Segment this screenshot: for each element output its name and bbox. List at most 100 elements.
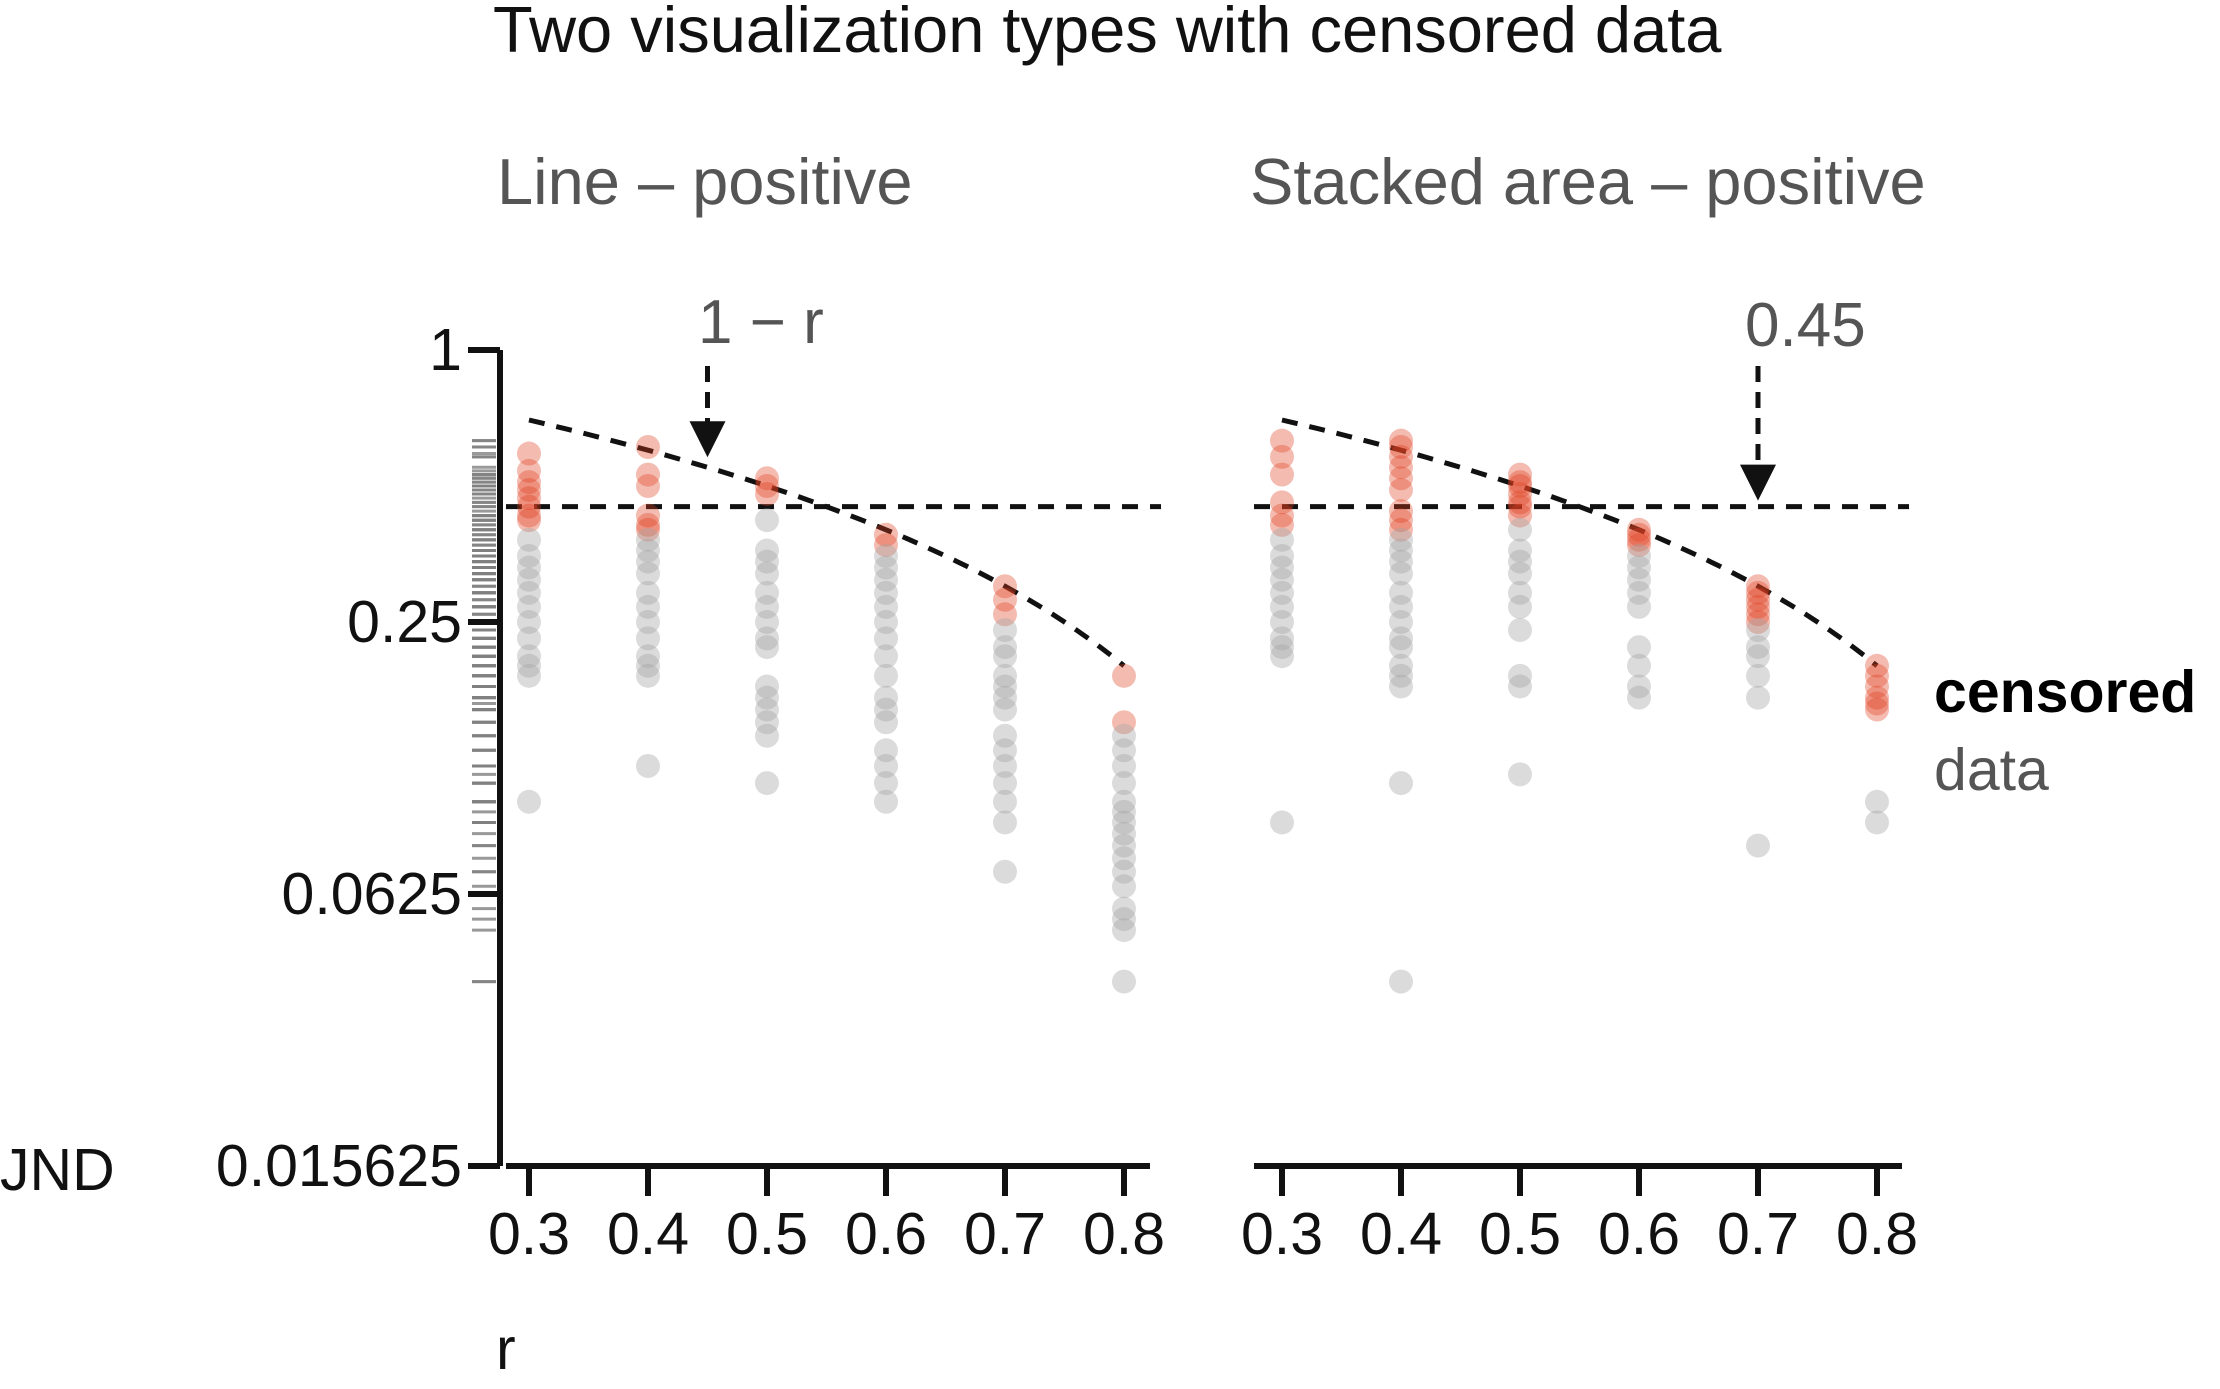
data-point [1112,810,1136,835]
data-point [1389,674,1413,699]
data-point [1112,833,1136,858]
data-point [1270,543,1294,568]
x-tick-labels: 0.3 0.4 0.5 0.6 0.7 0.8 0.3 0.4 0.5 0.6 0.7 0.8 [488,1201,1918,1267]
data-point [993,771,1017,796]
x-tick-label: 0.8 [1836,1201,1918,1267]
data-point [1112,723,1136,748]
data-point [874,771,898,796]
data-point [1389,594,1413,619]
censored-point [1508,503,1532,528]
data-point [1270,594,1294,619]
censored-point [636,503,660,528]
data-point [1508,663,1532,688]
censored-point [1389,499,1413,524]
data-point [755,580,779,605]
censored-point [636,512,660,537]
data-point [517,567,541,592]
data-point [874,626,898,651]
data-point [636,561,660,586]
data-point [993,635,1017,660]
data-point [993,618,1017,643]
censored-point [1389,455,1413,480]
data-point [1389,663,1413,688]
data-point [517,663,541,688]
data-point [755,723,779,748]
data-point [755,674,779,699]
censored-point [1746,580,1770,605]
data-point [755,710,779,735]
data-point [1270,635,1294,660]
data-point [636,610,660,634]
data-point [1627,685,1651,710]
censored-point [517,503,541,528]
censored-point [1746,602,1770,627]
censored-point [1865,685,1889,710]
y-tick-label: 0.25 [347,589,462,655]
one-minus-r-curve [528,417,1126,668]
data-point [755,610,779,634]
censored-point [993,602,1017,627]
data-point [1627,580,1651,605]
censored-point [1627,517,1651,542]
data-point [1112,907,1136,932]
censored-point [517,458,541,483]
data-point [1627,567,1651,592]
censored-point [993,574,1017,599]
censored-point [517,508,541,533]
data-point [1746,635,1770,660]
censored-point [1270,444,1294,469]
data-point [636,663,660,688]
data-point [874,567,898,592]
data-point [1112,771,1136,796]
data-point [517,594,541,619]
censored-point [517,486,541,511]
data-point [517,644,541,669]
data-point [993,789,1017,814]
data-point [1389,626,1413,651]
data-point [1508,538,1532,563]
chart-title: Two visualization types with censored da… [493,0,1722,66]
annotation-arrow-head [1740,464,1776,501]
censored-point [1627,527,1651,552]
censored-point [755,474,779,498]
data-point [993,810,1017,835]
censored-point [1508,462,1532,487]
data-point [755,538,779,563]
legend-data: data [1934,737,2049,803]
data-point [517,653,541,678]
data-point [874,710,898,735]
data-point [1112,918,1136,943]
censored-point [1270,512,1294,537]
data-point [1508,674,1532,699]
data-point [636,644,660,669]
censored-point [1865,697,1889,722]
censored-point [1389,434,1413,459]
data-point [1389,653,1413,678]
censored-point [1508,470,1532,495]
y-axis-label: JND [0,1137,115,1203]
data-point [1270,580,1294,605]
data-point [755,685,779,710]
x-tick-label: 0.7 [1717,1201,1799,1267]
data-point [874,663,898,688]
x-tick-label: 0.5 [1479,1201,1561,1267]
data-point [636,527,660,552]
data-point [993,674,1017,699]
censored-point [517,441,541,466]
data-point [1112,799,1136,824]
data-point [755,626,779,651]
y-tick-label: 1 [429,317,462,383]
censored-point [1112,710,1136,735]
censored-point [1508,490,1532,515]
censored-point [1389,508,1413,533]
censored-point [1865,663,1889,688]
censored-point [1270,428,1294,453]
data-point [1508,517,1532,542]
y-tick-label: 0.015625 [216,1133,462,1199]
data-point [1508,618,1532,643]
x-tick-label: 0.4 [607,1201,689,1267]
censored-point [636,517,660,542]
data-point [636,538,660,563]
data-point [993,738,1017,763]
